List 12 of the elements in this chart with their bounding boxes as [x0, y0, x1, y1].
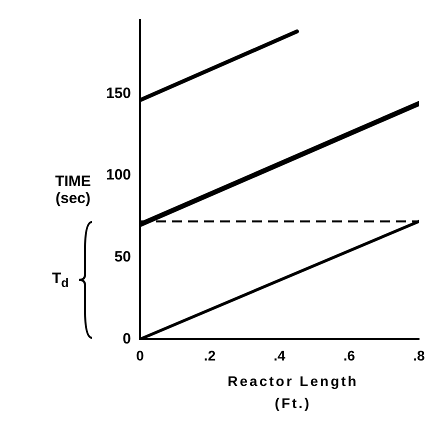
y-tick-label: 150 — [106, 84, 132, 102]
y-tick-label: 0 — [122, 330, 132, 348]
text: T$_{d}$ — [52, 270, 69, 290]
y-axis-title: TIME (sec) — [54, 173, 92, 207]
y-tick-label: 100 — [106, 166, 132, 184]
x-tick-label: .8 — [413, 347, 426, 364]
x-tick-label: .4 — [274, 347, 286, 364]
x-tick-label: .2 — [204, 347, 216, 364]
y-tick-label: 50 — [114, 248, 132, 266]
x-tick-label: 0 — [136, 347, 144, 364]
x-axis-title: Reactor Length (Ft.) — [226, 372, 360, 413]
x-tick-label: .6 — [343, 347, 356, 364]
